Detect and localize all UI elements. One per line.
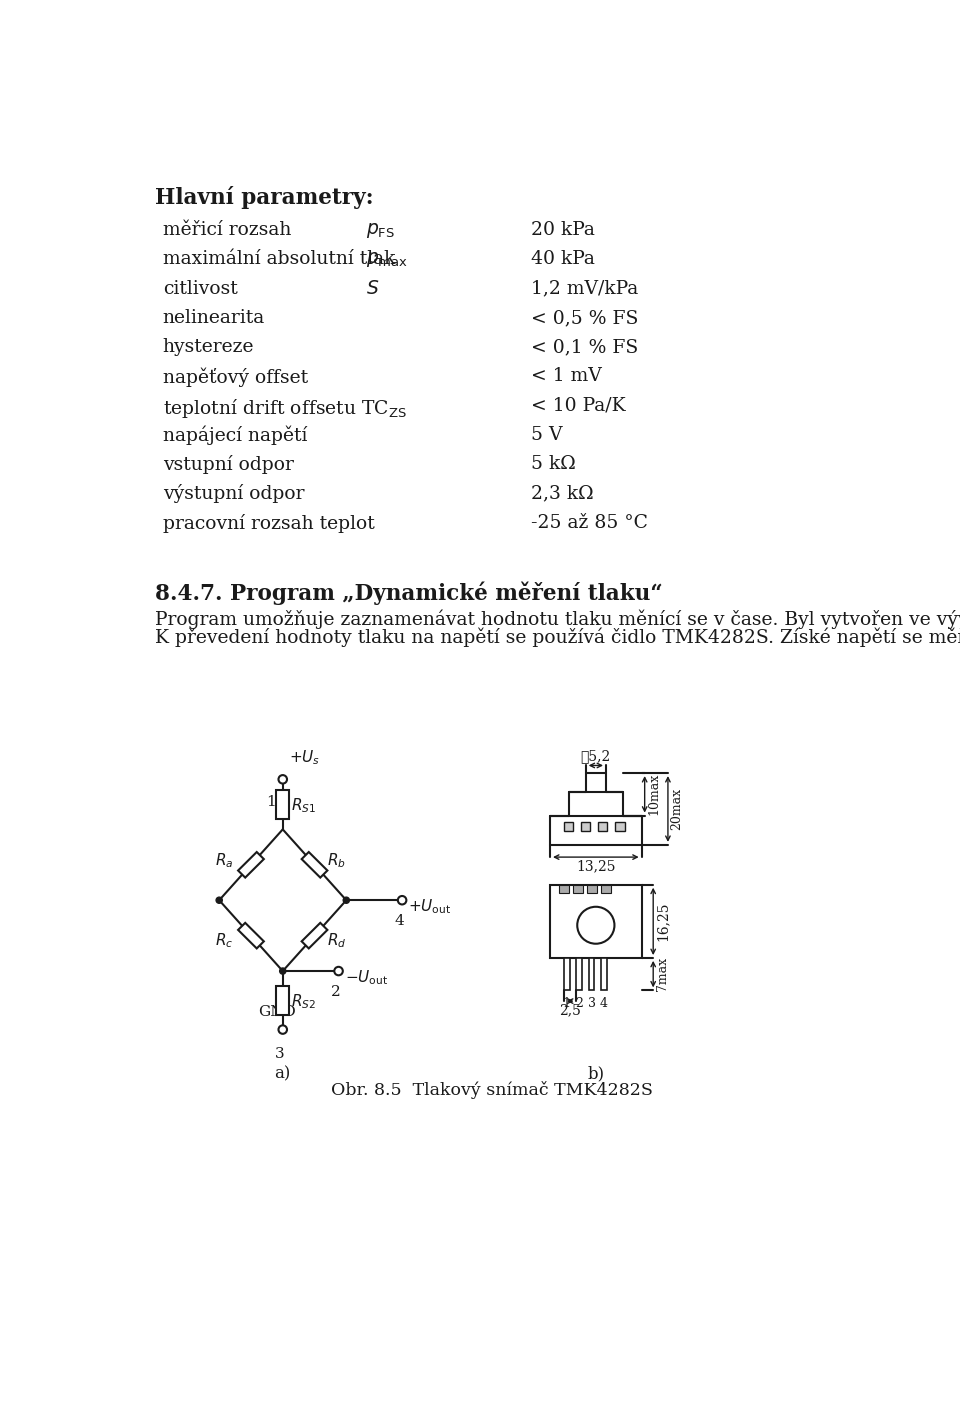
Bar xyxy=(576,957,582,990)
Text: $+U_{\mathrm{out}}$: $+U_{\mathrm{out}}$ xyxy=(408,897,451,915)
Text: -25 až 85 °C: -25 až 85 °C xyxy=(531,513,648,531)
Text: napěťový offset: napěťový offset xyxy=(162,367,308,387)
Text: 2: 2 xyxy=(575,997,583,1011)
Text: $R_a$: $R_a$ xyxy=(215,851,233,869)
Circle shape xyxy=(334,967,343,976)
Text: $p_{\mathrm{max}}$: $p_{\mathrm{max}}$ xyxy=(367,250,409,270)
Text: $S$: $S$ xyxy=(367,280,380,298)
Text: měřicí rozsah: měřicí rozsah xyxy=(162,221,291,239)
Text: maximální absolutní tlak: maximální absolutní tlak xyxy=(162,250,395,269)
Text: vstupní odpor: vstupní odpor xyxy=(162,456,294,474)
Text: 2,3 kΩ: 2,3 kΩ xyxy=(531,485,593,502)
Bar xyxy=(550,884,641,957)
Text: 2: 2 xyxy=(331,986,341,998)
Circle shape xyxy=(278,775,287,783)
Bar xyxy=(564,821,573,831)
Text: 10max: 10max xyxy=(647,773,660,815)
Bar xyxy=(615,821,625,831)
Text: GND: GND xyxy=(258,1005,296,1019)
Text: výstupní odpor: výstupní odpor xyxy=(162,485,304,503)
Text: $R_c$: $R_c$ xyxy=(215,931,233,949)
Circle shape xyxy=(397,896,406,904)
Text: 7max: 7max xyxy=(656,957,668,991)
Text: nelinearita: nelinearita xyxy=(162,309,265,326)
Text: teplotní drift offsetu TC$_{\mathrm{ZS}}$: teplotní drift offsetu TC$_{\mathrm{ZS}}… xyxy=(162,396,407,419)
Text: $p_{\mathrm{FS}}$: $p_{\mathrm{FS}}$ xyxy=(367,221,396,240)
Polygon shape xyxy=(301,922,327,949)
Text: $R_b$: $R_b$ xyxy=(327,851,346,869)
Bar xyxy=(581,821,590,831)
Text: 1: 1 xyxy=(563,997,571,1011)
Text: 16,25: 16,25 xyxy=(656,901,669,941)
Text: 40 kPa: 40 kPa xyxy=(531,250,594,269)
Text: $R_{S1}$: $R_{S1}$ xyxy=(291,797,317,815)
Polygon shape xyxy=(238,922,264,949)
Text: 1,2 mV/kPa: 1,2 mV/kPa xyxy=(531,280,638,298)
Text: 5 kΩ: 5 kΩ xyxy=(531,456,575,474)
Text: < 10 Pa/K: < 10 Pa/K xyxy=(531,396,625,415)
Text: < 1 mV: < 1 mV xyxy=(531,367,602,385)
Text: pracovní rozsah teplot: pracovní rozsah teplot xyxy=(162,513,374,533)
Text: 1: 1 xyxy=(266,794,276,808)
Text: 20max: 20max xyxy=(670,787,684,830)
Bar xyxy=(588,884,596,893)
Text: 8.4.7. Program „Dynamické měření tlaku“: 8.4.7. Program „Dynamické měření tlaku“ xyxy=(155,582,662,605)
Bar xyxy=(598,821,608,831)
Text: napájecí napětí: napájecí napětí xyxy=(162,426,307,446)
Bar xyxy=(564,957,569,990)
Text: b): b) xyxy=(588,1066,605,1083)
Text: ∅5,2: ∅5,2 xyxy=(581,749,611,763)
Text: $R_d$: $R_d$ xyxy=(327,931,347,949)
Bar xyxy=(588,957,594,990)
Bar xyxy=(276,790,289,818)
Text: citlivost: citlivost xyxy=(162,280,237,298)
Bar xyxy=(601,957,607,990)
Text: 13,25: 13,25 xyxy=(576,859,615,873)
Circle shape xyxy=(216,897,223,903)
Text: Obr. 8.5  Tlakový snímač TMK4282S: Obr. 8.5 Tlakový snímač TMK4282S xyxy=(331,1081,653,1099)
Text: < 0,1 % FS: < 0,1 % FS xyxy=(531,337,638,356)
Text: 3: 3 xyxy=(588,997,595,1011)
Text: 2,5: 2,5 xyxy=(560,1004,581,1018)
Text: a): a) xyxy=(275,1066,291,1083)
Polygon shape xyxy=(238,852,264,877)
Polygon shape xyxy=(301,852,327,877)
Circle shape xyxy=(278,1025,287,1033)
Circle shape xyxy=(577,907,614,943)
Text: $R_{S2}$: $R_{S2}$ xyxy=(291,993,316,1011)
Text: K převedení hodnoty tlaku na napětí se používá čidlo TMK4282S. Získé napětí se m: K převedení hodnoty tlaku na napětí se p… xyxy=(155,627,960,647)
Text: 20 kPa: 20 kPa xyxy=(531,221,594,239)
Text: hystereze: hystereze xyxy=(162,337,254,356)
Text: 4: 4 xyxy=(600,997,608,1011)
Text: 4: 4 xyxy=(395,914,404,928)
Text: $-U_{\mathrm{out}}$: $-U_{\mathrm{out}}$ xyxy=(345,967,388,987)
Bar xyxy=(276,986,289,1015)
Circle shape xyxy=(279,967,286,974)
Text: < 0,5 % FS: < 0,5 % FS xyxy=(531,309,638,326)
Text: 5 V: 5 V xyxy=(531,426,563,444)
Bar xyxy=(601,884,611,893)
Bar xyxy=(573,884,583,893)
Bar xyxy=(560,884,568,893)
Circle shape xyxy=(344,897,349,903)
Text: 3: 3 xyxy=(275,1046,284,1060)
Text: Program umožňuje zaznamenávat hodnotu tlaku měnící se v čase. Byl vytvořen ve vý: Program umožňuje zaznamenávat hodnotu tl… xyxy=(155,609,960,628)
Text: Hlavní parametry:: Hlavní parametry: xyxy=(155,186,373,208)
Text: $+U_s$: $+U_s$ xyxy=(289,748,321,768)
